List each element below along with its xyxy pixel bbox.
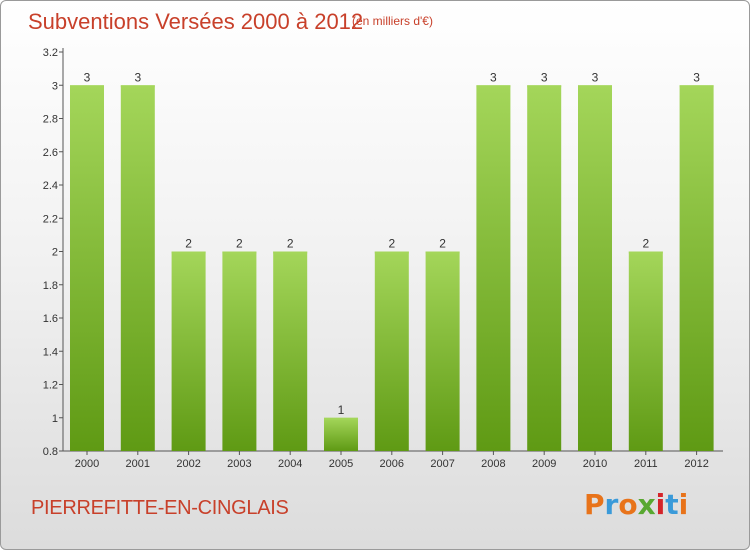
value-label: 3 <box>490 70 497 84</box>
x-tick-label: 2008 <box>481 458 505 470</box>
y-tick-label: 2.6 <box>43 147 58 159</box>
y-tick-label: 1.2 <box>43 380 58 392</box>
x-tick-label: 2009 <box>532 458 556 470</box>
value-label: 3 <box>592 70 599 84</box>
bar-2004 <box>273 251 308 451</box>
bar-cap <box>273 251 308 254</box>
y-tick-label: 1 <box>52 413 58 425</box>
bar-cap <box>425 251 460 254</box>
bar-cap <box>578 85 612 88</box>
bar-cap <box>324 417 358 420</box>
logo-letter: i <box>655 488 666 521</box>
bar-cap <box>171 251 206 254</box>
x-tick-label: 2007 <box>430 458 454 470</box>
bar-cap <box>120 85 155 88</box>
bar-2011 <box>628 251 663 451</box>
x-tick-label: 2004 <box>278 458 302 470</box>
value-label: 2 <box>287 237 294 251</box>
bar-2012 <box>679 85 714 451</box>
x-tick-label: 2010 <box>583 458 607 470</box>
y-tick-label: 2 <box>52 247 58 259</box>
x-tick-label: 2000 <box>75 458 99 470</box>
x-tick-label: 2003 <box>227 458 251 470</box>
value-label: 3 <box>541 70 548 84</box>
value-label: 2 <box>236 237 243 251</box>
bar-cap <box>374 251 409 254</box>
y-tick-label: 1.6 <box>43 313 58 325</box>
bar-2001 <box>120 85 155 451</box>
bar-cap <box>222 251 257 254</box>
value-label: 2 <box>388 237 395 251</box>
x-tick-label: 2005 <box>329 458 353 470</box>
commune-name: PIERREFITTE-EN-CINGLAIS <box>31 497 289 519</box>
y-tick-label: 3 <box>52 80 58 92</box>
bar-2007 <box>425 251 460 451</box>
logo-letter: i <box>678 488 689 521</box>
x-tick-label: 2001 <box>126 458 150 470</box>
value-label: 1 <box>338 403 345 417</box>
x-tick-label: 2006 <box>380 458 404 470</box>
x-tick-label: 2002 <box>176 458 200 470</box>
bar-2009 <box>527 85 562 451</box>
proxiti-logo[interactable]: Proxiti <box>584 488 688 521</box>
chart-subtitle: (en milliers d'€) <box>352 14 433 28</box>
bar-cap <box>476 85 511 88</box>
bar-2000 <box>70 85 104 451</box>
bar-cap <box>527 85 562 88</box>
y-tick-label: 2.4 <box>43 180 58 192</box>
bar-cap <box>628 251 663 254</box>
bar-cap <box>679 85 714 88</box>
y-tick-label: 1.4 <box>43 346 58 358</box>
value-label: 3 <box>134 70 141 84</box>
bar-2006 <box>374 251 409 451</box>
value-label: 2 <box>439 237 446 251</box>
value-label: 3 <box>693 70 700 84</box>
logo-letter: o <box>618 488 638 521</box>
bar-2003 <box>222 251 257 451</box>
value-label: 2 <box>642 237 649 251</box>
value-label: 2 <box>185 237 192 251</box>
chart-title: Subventions Versées 2000 à 2012 <box>28 9 364 34</box>
bar-2002 <box>171 251 206 451</box>
x-tick-label: 2011 <box>634 458 658 470</box>
logo-letter: t <box>665 488 679 521</box>
y-tick-label: 2.8 <box>43 114 58 126</box>
x-tick-label: 2012 <box>684 458 708 470</box>
logo-letter: r <box>604 488 619 521</box>
bar-cap <box>70 85 104 88</box>
y-tick-label: 1.8 <box>43 280 58 292</box>
value-label: 3 <box>84 70 91 84</box>
bar-2010 <box>578 85 612 451</box>
bar-2005 <box>324 417 358 451</box>
logo-letter: P <box>584 488 605 521</box>
bar-2008 <box>476 85 511 451</box>
y-tick-label: 2.2 <box>43 213 58 225</box>
y-tick-label: 0.8 <box>43 446 58 458</box>
y-tick-label: 3.2 <box>43 47 58 59</box>
logo-letter: x <box>637 488 656 521</box>
